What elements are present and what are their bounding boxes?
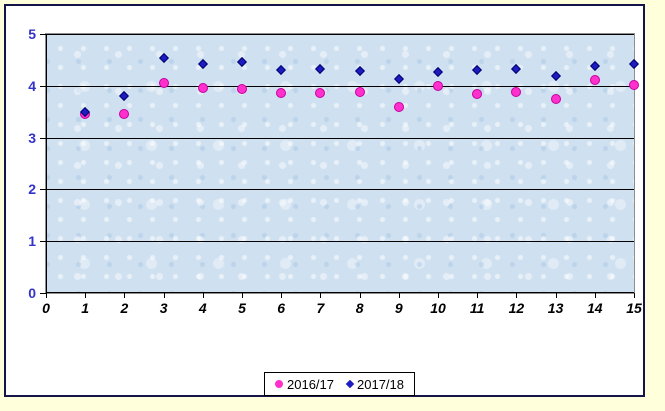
x-axis-tick <box>124 293 126 298</box>
data-point-2016-17-x6 <box>276 88 287 99</box>
y-axis-label: 3 <box>28 129 36 146</box>
legend-item: 2016/17 <box>275 377 334 392</box>
x-axis-tick <box>242 293 243 298</box>
data-point-2017-18-x5 <box>237 57 247 67</box>
x-axis-tick <box>438 293 439 298</box>
y-axis-tick <box>40 137 46 139</box>
x-axis-label: 7 <box>316 300 325 316</box>
data-point-2017-18-x14 <box>589 61 600 72</box>
x-axis-tick <box>202 293 204 298</box>
data-point-2017-18-x13 <box>550 71 561 81</box>
x-axis-tick <box>320 293 322 298</box>
data-point-2017-18-x3 <box>158 53 169 64</box>
x-axis-label: 2 <box>120 300 129 316</box>
plot-area: 0 1 2 3 4 5 0 1 2 3 4 5 6 7 8 9 10 11 12 13 14 15 <box>28 27 642 315</box>
data-point-2016-17-x5 <box>237 83 247 94</box>
y-axis <box>46 34 47 293</box>
x-axis-label: 0 <box>42 300 50 316</box>
data-point-2016-17-x14 <box>589 75 600 86</box>
y-axis-tick <box>40 189 46 191</box>
x-axis-label: 3 <box>159 300 168 316</box>
x-axis-label: 12 <box>508 300 525 316</box>
x-axis-label: 14 <box>587 300 603 316</box>
y-axis-label: 1 <box>28 233 36 250</box>
data-point-2016-17-x9 <box>393 102 404 113</box>
data-point-2017-18-x10 <box>433 66 443 77</box>
x-axis-label: 4 <box>198 300 207 316</box>
y-axis-tick <box>40 34 46 35</box>
data-point-2017-18-x7 <box>315 63 326 74</box>
legend-label: 2016/17 <box>287 376 334 392</box>
data-point-2017-18-x6 <box>276 65 287 76</box>
gridline <box>46 34 634 35</box>
y-axis-label: 4 <box>28 77 36 94</box>
y-axis-tick <box>40 293 46 294</box>
y-axis-label: 2 <box>28 181 36 198</box>
data-point-2016-17-x2 <box>119 108 130 119</box>
data-point-2017-18-x9 <box>393 73 404 84</box>
data-point-2016-17-x7 <box>315 87 326 98</box>
x-axis <box>46 292 634 293</box>
x-axis-label: 10 <box>430 300 446 316</box>
legend-item: 2017/18 <box>345 376 404 392</box>
y-axis-tick <box>40 85 46 87</box>
gridline <box>46 241 634 243</box>
data-point-2017-18-x15 <box>629 59 639 69</box>
x-axis-label: 1 <box>81 300 90 316</box>
x-axis-tick <box>46 293 47 298</box>
x-axis-label: 5 <box>238 300 246 316</box>
x-axis-label: 13 <box>547 300 564 316</box>
chart-frame: 0 1 2 3 4 5 0 1 2 3 4 5 6 7 8 9 10 11 12 13 14 15 2016/17 2017… <box>4 4 645 397</box>
x-axis-tick <box>516 293 518 298</box>
gridline <box>46 85 634 87</box>
x-axis-tick <box>634 293 635 298</box>
x-axis-tick <box>359 293 361 298</box>
circle-marker-icon <box>275 380 283 388</box>
data-point-2016-17-x13 <box>550 94 561 105</box>
diamond-marker-icon <box>345 379 355 389</box>
data-point-2016-17-x12 <box>511 87 522 98</box>
x-axis-label: 6 <box>277 300 286 316</box>
x-axis-tick <box>281 293 283 298</box>
gridline <box>46 189 634 191</box>
x-axis-tick <box>85 293 87 298</box>
data-point-2016-17-x4 <box>197 82 208 93</box>
gridline <box>46 137 634 139</box>
x-axis-label: 15 <box>626 300 642 316</box>
x-axis-tick <box>398 293 400 298</box>
x-axis-tick <box>555 293 557 298</box>
x-axis-label: 9 <box>394 300 403 316</box>
data-point-2017-18-x2 <box>119 91 130 102</box>
x-axis-tick <box>477 293 479 298</box>
x-axis-tick <box>594 293 596 298</box>
y-axis-label: 0 <box>28 285 36 301</box>
data-point-2017-18-x12 <box>511 63 522 74</box>
y-axis-tick <box>40 241 46 243</box>
legend-label: 2017/18 <box>357 376 404 392</box>
data-point-2017-18-x11 <box>472 65 483 76</box>
data-point-2016-17-x15 <box>629 79 639 90</box>
x-axis-label: 11 <box>469 300 485 316</box>
x-axis-label: 8 <box>355 300 364 316</box>
legend: 2016/17 2017/18 <box>264 372 415 396</box>
data-point-2016-17-x8 <box>354 87 365 98</box>
data-point-2016-17-x3 <box>158 78 169 89</box>
data-point-2017-18-x4 <box>197 59 208 69</box>
data-point-2016-17-x10 <box>433 81 443 92</box>
x-axis-tick <box>163 293 165 298</box>
data-point-2017-18-x8 <box>354 65 365 76</box>
y-axis-label: 5 <box>28 26 36 42</box>
data-point-2016-17-x11 <box>472 89 483 100</box>
